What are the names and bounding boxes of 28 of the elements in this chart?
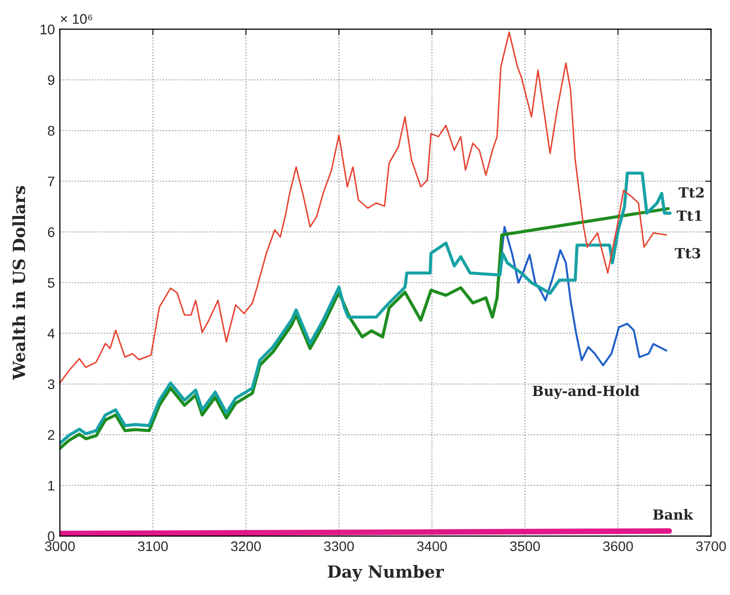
x-tick-label: 3000 <box>44 541 75 552</box>
y-tick-label: 7 <box>48 176 54 186</box>
x-tick-label: 3100 <box>138 541 168 552</box>
x-tick-label: 3200 <box>230 541 261 552</box>
x-tick-label: 3500 <box>510 541 540 552</box>
series-label: Tt2 <box>678 187 704 198</box>
y-tick-label: 9 <box>48 75 54 86</box>
x-tick-label: 3300 <box>324 541 354 552</box>
x-tick-label: 3600 <box>603 541 633 552</box>
x-tick-label: 3400 <box>417 541 447 552</box>
text: Buy-and-Hold <box>532 385 640 400</box>
x-tick-label: 3700 <box>696 541 726 552</box>
y-tick-label: 10 <box>40 24 54 34</box>
y-tick-label: 1 <box>48 480 54 490</box>
text: × 10⁶ <box>60 14 92 24</box>
series-label: Bank <box>653 509 694 520</box>
series-label: Tt3 <box>674 248 700 258</box>
y-tick-label: 8 <box>48 126 54 136</box>
y-axis-title: Wealth in US Dollars <box>12 186 26 380</box>
line-series <box>60 32 668 384</box>
series-label: Tt1 <box>676 210 702 221</box>
y-tick-label: 0 <box>48 531 54 542</box>
y-tick-label: 6 <box>48 227 54 238</box>
y-tick-label: 4 <box>48 328 55 338</box>
y-tick-label: 3 <box>48 379 54 390</box>
x-axis-title: Day Number <box>328 565 444 582</box>
y-tick-label: 5 <box>48 278 54 288</box>
y-tick-label: 2 <box>48 430 54 440</box>
